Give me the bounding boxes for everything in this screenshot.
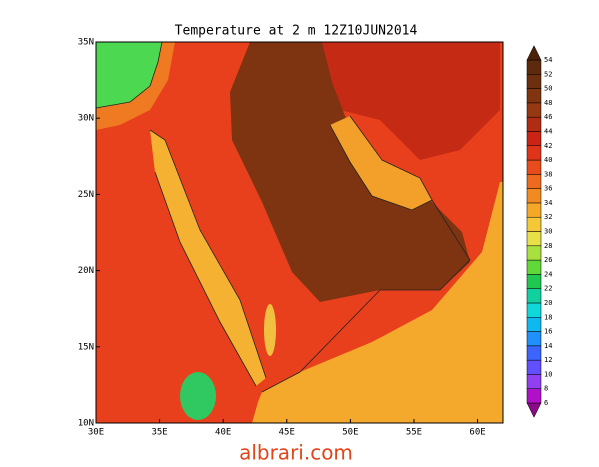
y-tick-label: 20N [78, 266, 94, 276]
colorbar-segment [526, 131, 542, 146]
watermark: albrari.com [239, 441, 353, 464]
colorbar-segment [526, 116, 542, 132]
arabian-sea-field [252, 182, 503, 423]
colorbar-segment [526, 174, 542, 189]
colorbar-label: 20 [544, 299, 552, 307]
colorbar-segment [526, 374, 542, 389]
colorbar-segment [526, 145, 542, 161]
colorbar-label: 6 [544, 399, 548, 407]
colorbar-label: 26 [544, 256, 552, 264]
colorbar-label: 22 [544, 285, 552, 293]
colorbar-segment [526, 159, 542, 175]
colorbar-segment [526, 317, 542, 332]
y-tick-label: 10N [78, 419, 94, 429]
colorbar-segment [526, 359, 542, 375]
colorbar-label: 46 [544, 113, 552, 121]
colorbar-label: 24 [544, 270, 552, 278]
y-tick-label: 25N [78, 190, 94, 200]
colorbar-label: 18 [544, 313, 552, 321]
colorbar-label: 50 [544, 85, 552, 93]
colorbar-label: 52 [544, 70, 552, 78]
gulf-field [330, 116, 432, 210]
arabia-hot-field [230, 42, 470, 302]
colorbar-segment [526, 102, 542, 118]
coastline [349, 115, 433, 201]
red-sea-field [150, 130, 266, 386]
colorbar-end [526, 402, 542, 418]
colorbar-label: 8 [544, 385, 548, 393]
colorbar-label: 54 [544, 56, 552, 64]
colorbar-label: 44 [544, 127, 552, 135]
plot-frame [95, 41, 504, 424]
colorbar-label: 34 [544, 199, 552, 207]
x-tick-label: 45E [279, 428, 295, 438]
colorbar-segment [526, 274, 542, 289]
coastline [154, 171, 257, 387]
x-tick-label: 35E [151, 428, 167, 438]
x-tick-label: 50E [342, 428, 358, 438]
levant-field [96, 42, 175, 130]
colorbar-label: 36 [544, 185, 552, 193]
colorbar-segment [526, 388, 542, 404]
colorbar-segment [526, 345, 542, 361]
colorbar-label: 30 [544, 228, 552, 236]
x-tick-label: 60E [469, 428, 485, 438]
colorbar-label: 28 [544, 242, 552, 250]
colorbar-segment [526, 188, 542, 204]
temperature-field [96, 42, 503, 423]
x-tick-label: 55E [406, 428, 422, 438]
colorbar-label: 40 [544, 156, 552, 164]
colorbar-segment [526, 288, 542, 304]
colorbar-segment [526, 59, 542, 75]
y-tick-label: 35N [78, 38, 94, 48]
colorbar-label: 32 [544, 213, 552, 221]
colorbar-end [526, 45, 542, 61]
x-tick-label: 40E [215, 428, 231, 438]
highland-field [180, 372, 216, 420]
colorbar-label: 38 [544, 170, 552, 178]
coastline [96, 42, 163, 109]
coastline [149, 129, 267, 379]
colorbar-label: 14 [544, 342, 552, 350]
mediterranean-field [96, 42, 162, 108]
colorbar-segment [526, 74, 542, 89]
colorbar-label: 10 [544, 370, 552, 378]
colorbar-segment [526, 245, 542, 261]
colorbar-label: 16 [544, 328, 552, 336]
colorbar-label: 12 [544, 356, 552, 364]
colorbar-segment [526, 231, 542, 247]
colorbar-segment [526, 216, 542, 232]
colorbar-label: 42 [544, 142, 552, 150]
x-tick-label: 30E [88, 428, 104, 438]
map-title: Temperature at 2 m 12Z10JUN2014 [175, 24, 418, 39]
y-tick-label: 15N [78, 342, 94, 352]
colorbar-segment [526, 259, 542, 275]
coastline [261, 124, 471, 393]
colorbar-segment [526, 88, 542, 104]
colorbar-label: 48 [544, 99, 552, 107]
colorbar-segment [526, 331, 542, 347]
yemen-highland-field [264, 304, 276, 356]
y-tick-label: 30N [78, 114, 94, 124]
colorbar-segment [526, 202, 542, 218]
colorbar-segment [526, 302, 542, 318]
